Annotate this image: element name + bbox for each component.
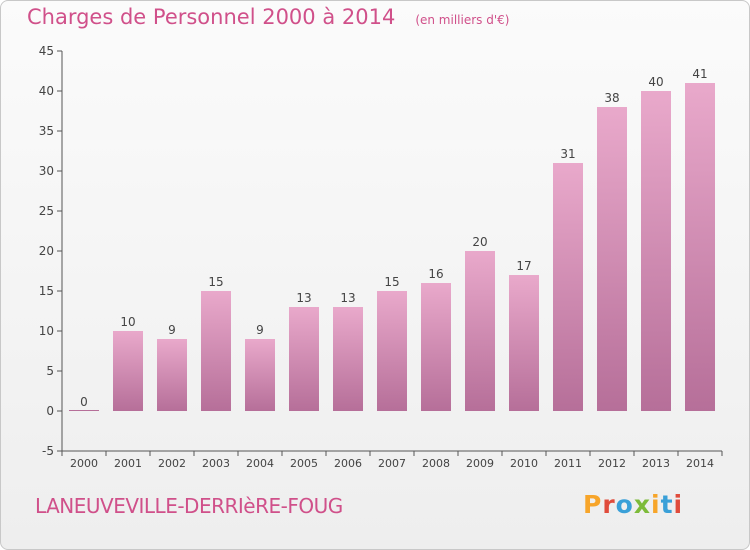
y-tick-label: 45 — [39, 44, 54, 58]
bar-value-label: 16 — [428, 267, 443, 281]
bar-value-label: 13 — [340, 291, 355, 305]
bar-value-label: 41 — [692, 67, 707, 81]
x-tick-label: 2000 — [70, 457, 98, 470]
logo-letter: P — [583, 490, 603, 519]
y-tick-label: 35 — [39, 124, 54, 138]
logo-letter: r — [602, 490, 616, 519]
y-tick-label: 5 — [46, 364, 54, 378]
bar-value-label: 20 — [472, 235, 487, 249]
bar-value-label: 9 — [168, 323, 176, 337]
x-tick-label: 2013 — [642, 457, 670, 470]
x-tick-label: 2003 — [202, 457, 230, 470]
bar — [641, 91, 671, 411]
x-tick-label: 2005 — [290, 457, 318, 470]
x-tick-label: 2010 — [510, 457, 538, 470]
bar — [421, 283, 451, 411]
bar-value-label: 40 — [648, 75, 663, 89]
chart-title: Charges de Personnel 2000 à 2014 — [27, 5, 396, 29]
bar — [201, 291, 231, 411]
x-tick-label: 2007 — [378, 457, 406, 470]
bar-value-label: 0 — [80, 395, 88, 409]
y-tick-label: 0 — [46, 404, 54, 418]
bar — [377, 291, 407, 411]
bar — [685, 83, 715, 411]
bar — [113, 331, 143, 411]
town-name: LANEUVEVILLE-DERRIèRE-FOUG — [35, 494, 343, 518]
bar — [245, 339, 275, 411]
chart-subtitle: (en milliers d'€) — [415, 13, 510, 27]
x-tick-label: 2002 — [158, 457, 186, 470]
bar-value-label: 10 — [120, 315, 135, 329]
bar — [465, 251, 495, 411]
bar — [69, 410, 99, 411]
bar-value-label: 17 — [516, 259, 531, 273]
y-tick-label: 10 — [39, 324, 54, 338]
y-tick-label: 40 — [39, 84, 54, 98]
y-tick-label: 25 — [39, 204, 54, 218]
x-tick-label: 2006 — [334, 457, 362, 470]
y-tick-label: 15 — [39, 284, 54, 298]
bar — [333, 307, 363, 411]
chart-bars — [69, 83, 715, 411]
bar-value-label: 15 — [208, 275, 223, 289]
logo-letter: t — [660, 490, 674, 519]
x-tick-label: 2004 — [246, 457, 274, 470]
bar — [553, 163, 583, 411]
x-tick-label: 2011 — [554, 457, 582, 470]
bar-value-label: 38 — [604, 91, 619, 105]
chart-header: Charges de Personnel 2000 à 2014 (en mil… — [27, 5, 509, 29]
x-tick-label: 2014 — [686, 457, 714, 470]
y-tick-label: 30 — [39, 164, 54, 178]
y-tick-label: 20 — [39, 244, 54, 258]
y-tick-label: -5 — [42, 444, 54, 458]
x-tick-label: 2001 — [114, 457, 142, 470]
bar-value-label: 13 — [296, 291, 311, 305]
bar — [597, 107, 627, 411]
proxiti-logo: Proxiti — [583, 490, 683, 519]
logo-letter: o — [615, 490, 634, 519]
bar — [289, 307, 319, 411]
chart-data-labels: 0 10 9 15 9 13 13 15 16 20 17 31 38 40 41 — [80, 67, 707, 409]
logo-letter: i — [673, 490, 684, 519]
bar-value-label: 31 — [560, 147, 575, 161]
x-tick-label: 2009 — [466, 457, 494, 470]
x-tick-label: 2012 — [598, 457, 626, 470]
bar-value-label: 15 — [384, 275, 399, 289]
bar-value-label: 9 — [256, 323, 264, 337]
x-tick-label: 2008 — [422, 457, 450, 470]
bar — [509, 275, 539, 411]
logo-letter: i — [651, 490, 661, 519]
bar — [157, 339, 187, 411]
logo-letter: x — [633, 490, 651, 519]
